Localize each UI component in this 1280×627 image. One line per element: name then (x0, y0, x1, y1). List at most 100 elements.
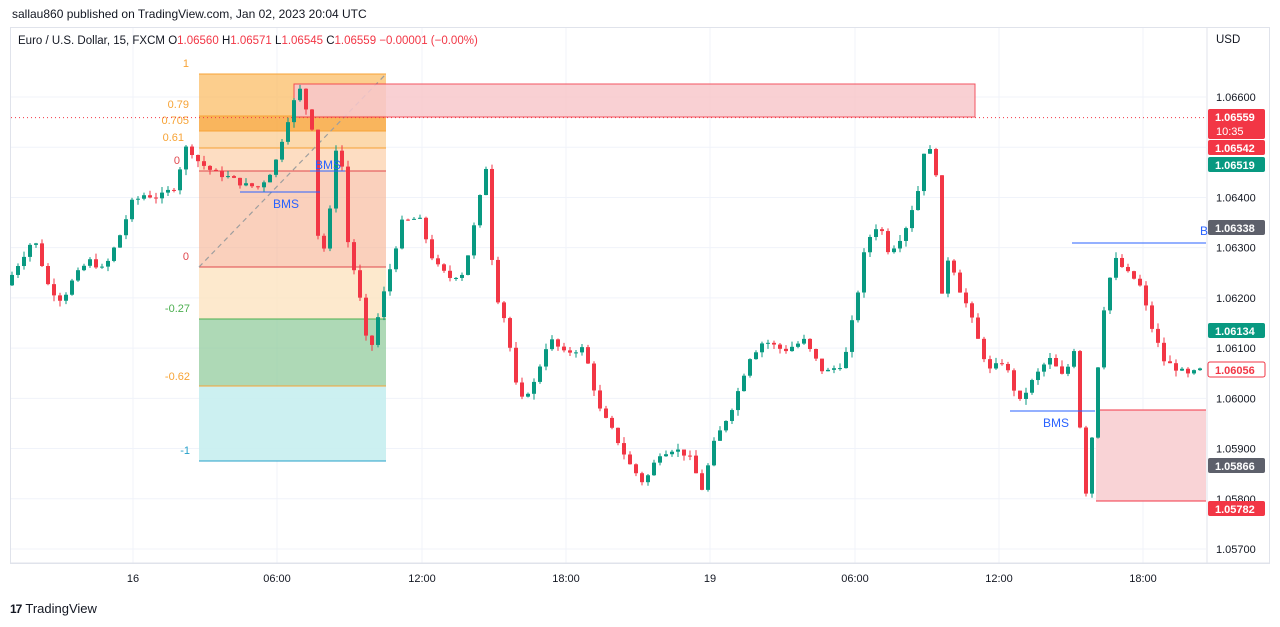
candle-body (736, 391, 740, 411)
candle-body (232, 176, 236, 178)
price-label-text: 1.06559 (1215, 112, 1255, 124)
candle (400, 215, 404, 250)
candle (802, 334, 806, 345)
candle-body (958, 272, 962, 293)
candle (940, 175, 944, 294)
candle-body (1186, 368, 1190, 374)
candle (652, 459, 656, 476)
candle (556, 338, 560, 351)
candle (1108, 277, 1112, 315)
footer-brand[interactable]: 17 TradingView (10, 601, 97, 616)
candle (694, 450, 698, 474)
fib-band (199, 116, 386, 131)
candle-body (154, 197, 158, 199)
candle-body (802, 338, 806, 344)
candle-body (274, 159, 278, 175)
candle (1126, 263, 1130, 273)
candle (874, 224, 878, 241)
candle-body (598, 390, 602, 409)
publisher-caption: sallau860 published on TradingView.com, … (12, 7, 367, 21)
candle (1192, 369, 1196, 375)
price-tick-label: 1.06300 (1216, 243, 1256, 255)
candle-body (418, 217, 422, 219)
candle (862, 248, 866, 298)
candle (904, 226, 908, 247)
candle (766, 339, 770, 349)
candle (436, 254, 440, 267)
candle (418, 214, 422, 220)
candle (514, 342, 518, 385)
candle (148, 190, 152, 199)
candle-body (994, 363, 998, 369)
price-label-badge: 1.06559 10:35 (1208, 109, 1265, 139)
candle-body (1018, 390, 1022, 399)
candle (238, 177, 242, 189)
candle-body (790, 346, 794, 352)
candle-body (874, 229, 878, 237)
candle-body (142, 195, 146, 199)
candle-body (40, 243, 44, 267)
candle-body (544, 349, 548, 367)
candle-body (574, 352, 578, 354)
candle (364, 293, 368, 341)
candle (808, 338, 812, 352)
candle-body (148, 195, 152, 198)
candle (1078, 350, 1082, 429)
candle-body (280, 141, 284, 160)
candle-body (376, 317, 380, 345)
bms-label: BMS (315, 158, 341, 172)
candle (994, 357, 998, 370)
candle (916, 185, 920, 211)
candle (304, 88, 308, 115)
candle (58, 292, 62, 307)
brand-name: TradingView (25, 601, 97, 616)
candle-body (196, 155, 200, 162)
candle-body (856, 292, 860, 321)
price-tick-label: 1.06400 (1216, 192, 1256, 204)
candle-body (772, 342, 776, 345)
time-tick-label: 06:00 (841, 573, 869, 585)
candle (664, 450, 668, 457)
fib-band (199, 386, 386, 461)
candle (868, 234, 872, 258)
candle-body (982, 338, 986, 360)
candle (64, 292, 68, 305)
price-label-bg (1208, 109, 1265, 139)
candle (988, 355, 992, 374)
candle-body (16, 266, 20, 275)
candle-body (766, 342, 770, 344)
price-tick-label: 1.06000 (1216, 393, 1256, 405)
bms-label: BMS (273, 197, 299, 211)
candle (730, 408, 734, 424)
candle (22, 251, 26, 270)
fib-band (199, 267, 386, 319)
candle (796, 341, 800, 349)
time-tick-label: 06:00 (263, 573, 291, 585)
candle-body (778, 344, 782, 349)
candle-body (466, 255, 470, 275)
candle (1186, 367, 1190, 378)
candle (448, 265, 452, 282)
candle-body (358, 270, 362, 298)
candle (94, 253, 98, 269)
candle-body (502, 302, 506, 319)
candle (790, 341, 794, 352)
candle-body (1132, 271, 1136, 279)
candle (850, 315, 854, 358)
time-tick-label: 12:00 (985, 573, 1013, 585)
fib-band (199, 319, 386, 386)
price-label-text: 1.06542 (1215, 143, 1255, 155)
candle-body (658, 456, 662, 463)
price-label-badge: 1.06542 (1208, 140, 1265, 155)
candle (1114, 252, 1118, 281)
candle (562, 342, 566, 353)
candle-body (742, 375, 746, 392)
candle-body (700, 473, 704, 490)
price-label-text: 1.06338 (1215, 223, 1255, 235)
candle-body (538, 366, 542, 382)
candle (1090, 437, 1094, 498)
candle-body (844, 351, 848, 369)
candle-body (136, 198, 140, 200)
candle-body (130, 199, 134, 220)
